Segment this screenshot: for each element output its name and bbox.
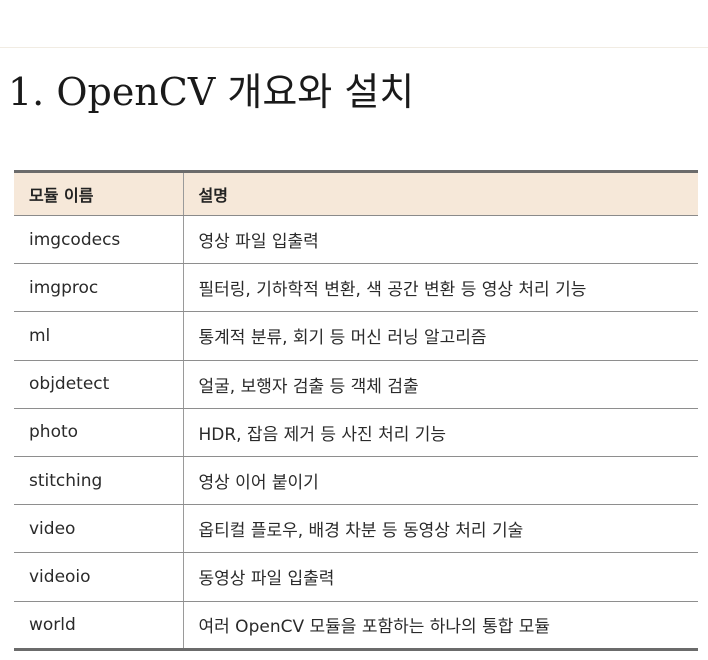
- module-name-cell: imgproc: [14, 263, 184, 313]
- header-description: 설명: [183, 170, 698, 216]
- module-table: 모듈 이름 설명 imgcodecs 영상 파일 입출력 imgproc 필터링…: [14, 170, 698, 651]
- header-module-name: 모듈 이름: [14, 170, 184, 216]
- module-description-cell: 옵티컬 플로우, 배경 차분 등 동영상 처리 기술: [183, 504, 698, 554]
- module-description-cell: 여러 OpenCV 모듈을 포함하는 하나의 통합 모듈: [183, 601, 698, 651]
- table-row: world 여러 OpenCV 모듈을 포함하는 하나의 통합 모듈: [14, 601, 698, 651]
- table-row: imgcodecs 영상 파일 입출력: [14, 215, 698, 265]
- table-row: objdetect 얼굴, 보행자 검출 등 객체 검출: [14, 360, 698, 409]
- top-divider: [0, 47, 708, 48]
- module-name-cell: world: [14, 601, 184, 651]
- module-name-cell: photo: [14, 408, 184, 457]
- section-title: 1. OpenCV 개요와 설치: [8, 70, 415, 114]
- module-name-cell: ml: [14, 311, 184, 361]
- module-description-cell: 얼굴, 보행자 검출 등 객체 검출: [183, 360, 698, 409]
- module-name-cell: videoio: [14, 552, 184, 602]
- module-description-cell: 영상 파일 입출력: [183, 215, 698, 265]
- module-description-cell: 영상 이어 붙이기: [183, 456, 698, 506]
- module-name-cell: video: [14, 504, 184, 554]
- module-description-cell: HDR, 잡음 제거 등 사진 처리 기능: [183, 408, 698, 457]
- table-row: ml 통계적 분류, 회기 등 머신 러닝 알고리즘: [14, 311, 698, 361]
- table-row: video 옵티컬 플로우, 배경 차분 등 동영상 처리 기술: [14, 504, 698, 554]
- table-row: imgproc 필터링, 기하학적 변환, 색 공간 변환 등 영상 처리 기능: [14, 263, 698, 313]
- module-description-cell: 필터링, 기하학적 변환, 색 공간 변환 등 영상 처리 기능: [183, 263, 698, 313]
- module-name-cell: imgcodecs: [14, 215, 184, 265]
- module-name-cell: stitching: [14, 456, 184, 506]
- module-description-cell: 동영상 파일 입출력: [183, 552, 698, 602]
- table-row: videoio 동영상 파일 입출력: [14, 552, 698, 602]
- table-row: stitching 영상 이어 붙이기: [14, 456, 698, 506]
- module-name-cell: objdetect: [14, 360, 184, 409]
- table-row: photo HDR, 잡음 제거 등 사진 처리 기능: [14, 408, 698, 457]
- table-header-row: 모듈 이름 설명: [14, 170, 698, 216]
- module-description-cell: 통계적 분류, 회기 등 머신 러닝 알고리즘: [183, 311, 698, 361]
